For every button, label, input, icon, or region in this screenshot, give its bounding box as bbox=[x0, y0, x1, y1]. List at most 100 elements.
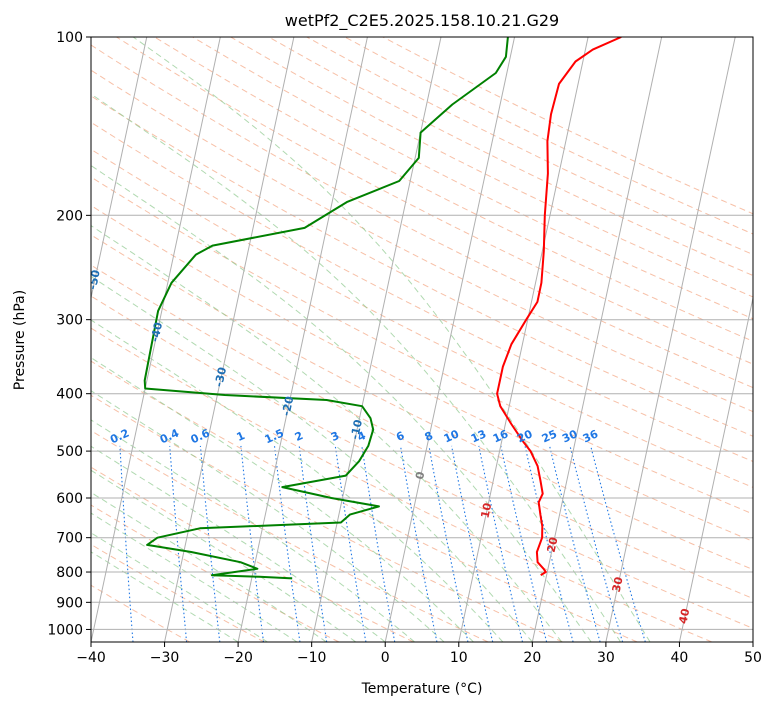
mixing-ratio-line bbox=[334, 445, 367, 642]
isotherm-label: -10 bbox=[348, 418, 365, 440]
moist-adiabat-line bbox=[91, 224, 563, 642]
moist-adiabat-line bbox=[132, 37, 651, 642]
dry-adiabat-line bbox=[91, 95, 753, 437]
x-tick-label: 0 bbox=[381, 650, 390, 666]
x-tick-label: 50 bbox=[744, 650, 762, 666]
mixing-ratio-line bbox=[549, 445, 601, 642]
moist-adiabat-line bbox=[91, 491, 327, 642]
mixing-ratio-line bbox=[240, 445, 265, 642]
dry-adiabat-line bbox=[91, 295, 753, 629]
mixing-ratio-line bbox=[524, 445, 574, 642]
x-tick-label: −20 bbox=[223, 650, 253, 666]
mixing-ratio-label: 10 bbox=[442, 427, 462, 445]
moist-adiabat-line bbox=[91, 551, 239, 642]
moist-adiabat-line bbox=[91, 445, 386, 642]
dry-adiabats bbox=[91, 37, 753, 642]
chart-title: wetPf2_C2E5.2025.158.10.21.G29 bbox=[285, 11, 559, 31]
dry-adiabat-line bbox=[91, 234, 753, 571]
isotherm-label: 0 bbox=[413, 470, 427, 481]
isotherm-label: 40 bbox=[676, 607, 692, 625]
y-tick-label: 600 bbox=[56, 491, 83, 507]
isotherm-label: -30 bbox=[212, 366, 229, 388]
isotherm-line bbox=[678, 295, 753, 642]
dry-adiabat-line bbox=[91, 176, 753, 515]
temperature-line bbox=[496, 37, 622, 577]
dry-adiabat-line bbox=[91, 466, 414, 642]
y-tick-label: 300 bbox=[56, 313, 83, 329]
dewpoint-line bbox=[143, 37, 509, 580]
y-tick-label: 700 bbox=[56, 531, 83, 547]
isotherm-label: -50 bbox=[86, 268, 103, 290]
y-tick-label: 200 bbox=[56, 208, 83, 224]
dry-adiabat-line bbox=[91, 69, 753, 413]
mixing-ratio-line bbox=[500, 445, 548, 642]
moist-adiabats bbox=[91, 37, 651, 642]
x-axis-label: Temperature (°C) bbox=[361, 681, 483, 697]
mixing-ratio-line bbox=[399, 445, 438, 642]
x-tick-label: −40 bbox=[76, 650, 106, 666]
mixing-ratio-line bbox=[199, 445, 221, 642]
isotherm-line bbox=[531, 37, 663, 642]
mixing-ratio-line bbox=[298, 445, 328, 642]
mixing-ratio-line bbox=[590, 445, 646, 642]
dry-adiabat-line bbox=[91, 504, 340, 642]
y-axis: 100 200 300 400 500 600 700 800 900 1000 bbox=[47, 30, 91, 638]
moist-adiabat-line bbox=[91, 512, 298, 642]
isotherm-label: -40 bbox=[148, 321, 165, 343]
mixing-ratio-line bbox=[119, 445, 134, 642]
isotherm-line bbox=[384, 37, 516, 642]
mixing-ratio-line bbox=[569, 445, 624, 642]
dry-adiabat-line bbox=[154, 37, 753, 342]
moist-adiabat-line bbox=[91, 419, 415, 642]
isotherm-line bbox=[164, 37, 295, 642]
moist-adiabat-line bbox=[91, 469, 357, 642]
isotherm-label: 10 bbox=[478, 501, 494, 519]
mixing-ratio-label: 13 bbox=[469, 427, 488, 445]
mixing-ratio-label: 20 bbox=[515, 427, 535, 445]
x-tick-label: 30 bbox=[597, 650, 615, 666]
isotherm-label: 30 bbox=[610, 575, 626, 593]
isotherm-line bbox=[91, 37, 148, 301]
dry-adiabat-line bbox=[91, 148, 753, 488]
mixing-ratio-line bbox=[478, 445, 524, 642]
dry-adiabat-line bbox=[91, 121, 753, 463]
x-tick-label: −10 bbox=[297, 650, 327, 666]
y-tick-label: 500 bbox=[56, 444, 83, 460]
dry-adiabat-line bbox=[91, 584, 190, 642]
mixing-ratio-line bbox=[169, 445, 188, 642]
isotherm-label: -20 bbox=[280, 395, 297, 417]
dry-adiabat-line bbox=[230, 37, 753, 298]
y-tick-label: 400 bbox=[56, 387, 83, 403]
x-tick-label: 20 bbox=[523, 650, 541, 666]
plot-frame bbox=[90, 36, 754, 643]
pressure-gridlines bbox=[91, 37, 753, 630]
profile-series bbox=[143, 37, 622, 580]
moist-adiabat-line bbox=[91, 93, 622, 642]
dry-adiabat-line bbox=[91, 204, 753, 542]
mixing-ratio-lines bbox=[119, 445, 646, 642]
x-tick-label: 10 bbox=[450, 650, 468, 666]
dry-adiabat-line bbox=[91, 360, 638, 642]
skewed-isotherms bbox=[91, 37, 753, 642]
line-labels: -100-90-80-70-60-50-40-30-20-10010203040… bbox=[86, 268, 692, 625]
mixing-ratio-line bbox=[428, 445, 469, 642]
isotherm-line bbox=[91, 37, 221, 642]
dry-adiabat-line bbox=[116, 37, 753, 365]
y-tick-label: 900 bbox=[56, 595, 83, 611]
y-tick-label: 1000 bbox=[47, 622, 83, 638]
moist-adiabat-line bbox=[91, 532, 268, 642]
y-tick-label: 100 bbox=[56, 30, 83, 46]
plot-area: -100-90-80-70-60-50-40-30-20-10010203040… bbox=[86, 37, 753, 642]
mixing-ratio-line bbox=[273, 445, 301, 642]
dry-adiabat-line bbox=[91, 327, 712, 642]
isotherm-line bbox=[237, 37, 368, 642]
isotherm-label: 20 bbox=[545, 536, 561, 554]
mixing-ratio-line bbox=[451, 445, 494, 642]
isotherm-line bbox=[605, 37, 736, 642]
isotherm-line bbox=[458, 37, 589, 642]
moist-adiabat-line bbox=[91, 164, 592, 642]
mixing-ratio-label: 30 bbox=[560, 427, 580, 445]
y-tick-label: 800 bbox=[56, 565, 83, 581]
mixing-ratio-label: 16 bbox=[491, 427, 511, 445]
